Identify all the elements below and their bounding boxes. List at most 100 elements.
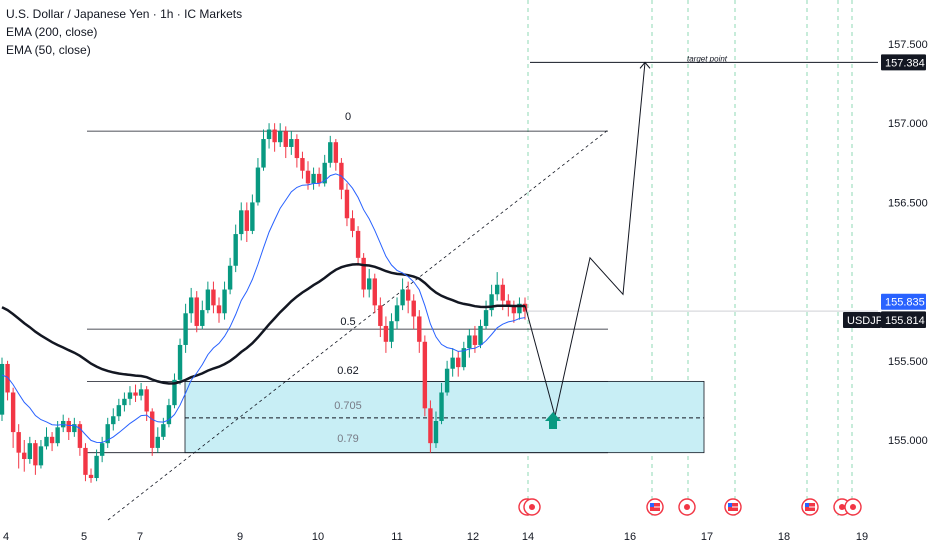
target-price-label: 157.384 [881,54,926,71]
candle-body [227,265,233,290]
candle-body [289,139,294,147]
flag-us-icon-canton [805,503,809,507]
symbol-price-tag-bg [843,312,881,329]
candle-body [10,392,16,433]
candle-body [489,294,494,311]
candle-body [394,305,400,322]
event-circle-icon-dot [529,504,535,510]
chart-legend: U.S. Dollar / Japanese Yen · 1h · IC Mar… [6,5,242,59]
event-circle-icon [678,498,696,516]
fib-level-label-0: 0 [345,111,351,123]
candle-body [316,173,322,184]
candle-body [283,131,288,147]
y-tick-label-0: 157.500 [888,39,928,51]
candle-body [417,316,422,342]
symbol-title: U.S. Dollar / Japanese Yen · 1h · IC Mar… [6,7,243,21]
target-price-label-bg [881,54,926,71]
x-tick-label-0: 4 [3,531,9,543]
candle-body [222,289,227,314]
symbol-price-tag-text: USDJPY [847,315,891,327]
y-tick-label-1: 157.000 [888,118,928,130]
candle-body [122,398,127,406]
flag-us-icon-canton [650,503,654,507]
y-tick-label-4: 155.000 [888,435,928,447]
candle-body [211,289,216,306]
event-circle-icon-dot [850,504,856,510]
x-tick-label-9: 17 [701,531,713,543]
candle-body [444,368,450,393]
candle-body [5,363,10,393]
candle-body [333,142,339,163]
candle-body [16,432,21,453]
ema50-price-label-bg [881,293,926,310]
candle-body [27,443,33,460]
candle-body [500,284,505,301]
candle-body [517,303,522,314]
flag-us-icon [646,498,664,516]
x-tick-label-10: 18 [778,531,790,543]
candle-body [72,424,77,433]
ema50-price-label-text: 155.835 [885,297,925,309]
candle-body [322,162,327,184]
candle-body [183,313,188,345]
candle-body [77,424,83,448]
candle-body [105,424,110,444]
candle-body [478,325,483,345]
last-price-label-text: 155.814 [885,315,925,327]
candle-body [261,139,266,168]
candle-body [33,443,38,466]
candle-body [367,278,372,290]
candle-body [177,344,183,380]
candle-body [138,389,144,396]
candle-body [266,129,272,140]
candle-body [428,408,433,444]
candle-body [272,129,277,143]
indicator-ema200-label[interactable]: EMA (200, close) [6,25,98,39]
candle-body [344,189,350,219]
candle-body [144,389,149,412]
candle-body [0,363,5,415]
candle-body [22,452,27,460]
candle-body [494,284,500,295]
arrow-up-shape [545,412,561,429]
candle-body [205,289,211,311]
x-tick-label-5: 11 [391,531,402,543]
symbol-price-tag: USDJPY [843,312,891,329]
candle-body [522,303,528,312]
ema200-line [1,262,526,385]
candle-body [305,170,311,184]
candle-body [456,357,461,368]
y-tick-label-2: 156.500 [888,197,928,209]
candle-body [49,436,55,444]
last-price-label-bg [881,312,926,329]
candle-body [250,202,255,231]
candle-body [133,392,138,396]
fib-level-label-1: 0.5 [340,316,355,328]
x-tick-label-1: 5 [81,531,87,543]
candle-body [361,257,366,290]
arrow-up-icon [545,412,561,429]
candle-body [511,306,517,314]
ema50-line [1,173,526,444]
candle-body [277,131,283,143]
y-tick-label-3: 155.500 [888,356,928,368]
candle-body [472,335,478,345]
indicator-ema50-label[interactable]: EMA (50, close) [6,43,91,57]
candle-body [300,158,305,171]
x-tick-label-7: 14 [522,531,534,543]
candle-body [83,447,88,475]
candle-body [127,392,133,399]
candle-body [188,297,194,314]
candle-body [66,420,71,433]
event-circle-icon-dot [684,504,690,510]
candle-body [506,300,511,307]
candle-body [461,348,466,368]
event-circle-icon [844,498,862,516]
candle-body [483,310,489,326]
candle-body [294,139,300,159]
candle-body [172,379,177,406]
candle-body [389,321,394,342]
candle-body [155,436,160,448]
